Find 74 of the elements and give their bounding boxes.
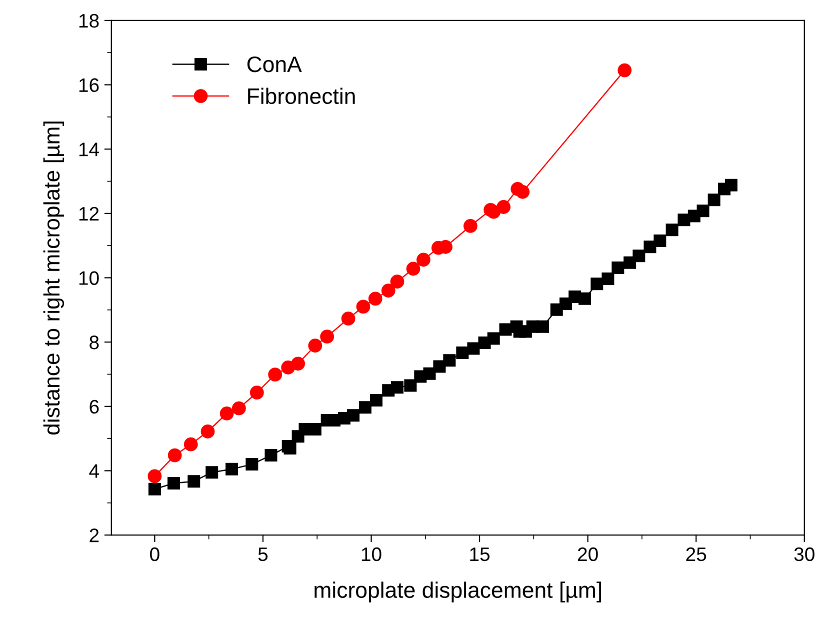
point bbox=[206, 466, 218, 479]
point bbox=[644, 240, 656, 254]
point bbox=[341, 312, 356, 326]
y-tick-label: 6 bbox=[90, 400, 99, 414]
point bbox=[590, 278, 604, 290]
x-tick-label: 25 bbox=[686, 547, 706, 562]
point bbox=[246, 458, 258, 471]
point bbox=[666, 224, 678, 236]
point bbox=[232, 401, 246, 416]
point bbox=[578, 292, 592, 305]
point bbox=[347, 409, 360, 422]
x-tick-label: 15 bbox=[470, 548, 490, 562]
point bbox=[602, 272, 614, 285]
point bbox=[496, 200, 511, 214]
point bbox=[184, 437, 198, 452]
point bbox=[416, 252, 430, 267]
point bbox=[404, 379, 417, 392]
y-tick-label: 2 bbox=[90, 528, 99, 542]
y-tick-label: 14 bbox=[79, 142, 99, 156]
y-tick-label: 16 bbox=[79, 78, 99, 92]
point bbox=[456, 346, 469, 359]
x-tick-label: 5 bbox=[258, 548, 268, 562]
x-tick-label: 20 bbox=[578, 547, 598, 562]
point bbox=[291, 356, 305, 371]
point bbox=[678, 214, 690, 226]
point bbox=[148, 482, 161, 496]
point bbox=[168, 448, 182, 462]
point bbox=[463, 219, 478, 233]
point bbox=[148, 469, 162, 484]
point bbox=[370, 394, 382, 407]
point bbox=[618, 63, 632, 78]
point bbox=[200, 424, 215, 438]
y-tick-label: 4 bbox=[89, 464, 99, 478]
point bbox=[188, 475, 200, 488]
point bbox=[708, 194, 720, 206]
point bbox=[696, 204, 710, 218]
point bbox=[381, 284, 396, 298]
point bbox=[368, 292, 382, 306]
point bbox=[406, 262, 420, 276]
x-axis-title: microplate displacement [µm] bbox=[314, 582, 602, 602]
point bbox=[390, 274, 404, 289]
x-tick-label: 30 bbox=[794, 547, 814, 562]
point bbox=[390, 381, 404, 394]
point bbox=[499, 323, 512, 336]
point bbox=[226, 462, 238, 476]
point bbox=[250, 386, 264, 400]
point bbox=[632, 250, 646, 262]
point bbox=[423, 367, 436, 380]
point bbox=[268, 368, 282, 382]
x-tick-label: 0 bbox=[150, 547, 160, 562]
point bbox=[358, 401, 372, 414]
x-tick-label: 10 bbox=[362, 547, 382, 562]
point bbox=[220, 406, 234, 420]
point bbox=[467, 342, 480, 355]
point bbox=[654, 234, 666, 248]
y-tick-label: 12 bbox=[79, 206, 99, 220]
point bbox=[724, 178, 738, 192]
point bbox=[443, 354, 456, 367]
y-tick-label: 18 bbox=[79, 14, 99, 28]
point bbox=[356, 300, 370, 314]
point bbox=[167, 477, 180, 490]
y-tick-label: 10 bbox=[79, 271, 99, 285]
legend-label: ConA bbox=[247, 56, 302, 72]
point bbox=[264, 449, 278, 462]
point bbox=[308, 338, 322, 353]
point bbox=[612, 262, 624, 274]
point bbox=[320, 330, 334, 344]
point bbox=[433, 360, 446, 373]
point bbox=[516, 184, 530, 199]
y-tick-label: 8 bbox=[90, 336, 99, 350]
legend-label: Fibronectin bbox=[248, 88, 355, 104]
point bbox=[487, 332, 500, 345]
point bbox=[536, 320, 550, 333]
y-axis-title: distance to right microplate [µm] bbox=[43, 122, 64, 435]
